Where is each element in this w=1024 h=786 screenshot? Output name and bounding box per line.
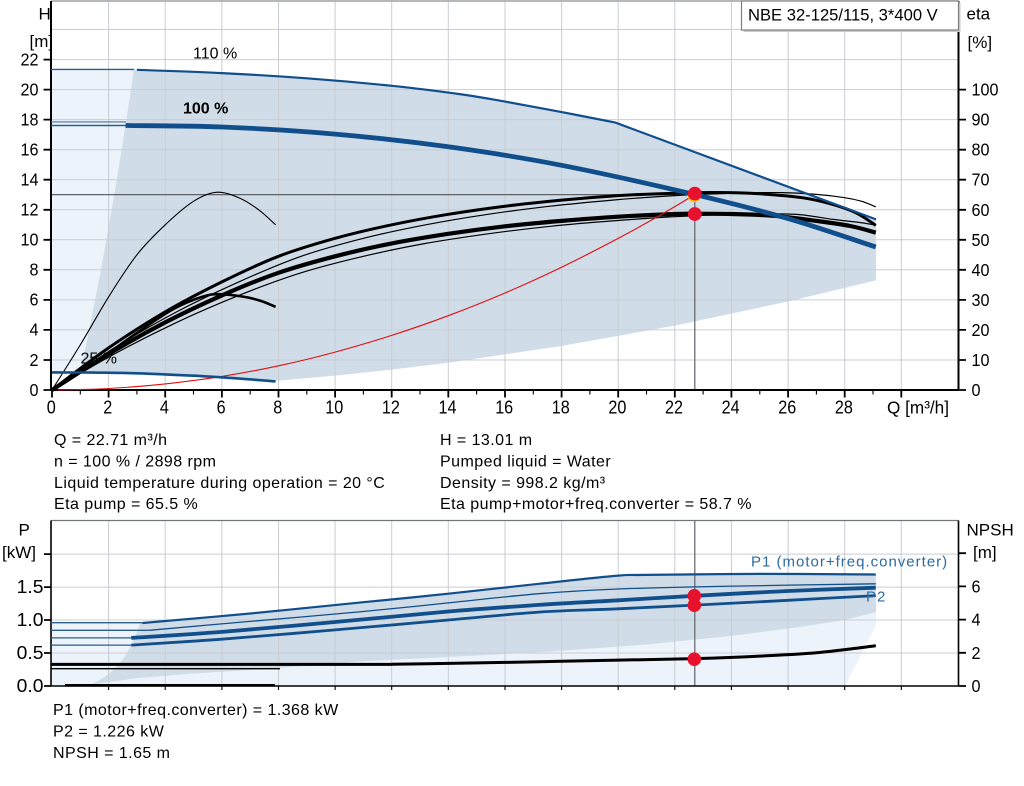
- svg-text:2: 2: [30, 350, 39, 370]
- svg-text:P2 = 1.226 kW: P2 = 1.226 kW: [53, 724, 165, 741]
- svg-text:12: 12: [21, 200, 39, 220]
- svg-text:6: 6: [972, 576, 981, 596]
- svg-text:P: P: [19, 521, 30, 540]
- svg-text:[m]: [m]: [973, 543, 997, 562]
- svg-text:P1 (motor+freq.converter) = 1.: P1 (motor+freq.converter) = 1.368 kW: [53, 702, 339, 719]
- svg-text:20: 20: [21, 79, 39, 99]
- svg-text:eta: eta: [967, 5, 991, 24]
- svg-text:40: 40: [972, 260, 990, 280]
- svg-text:0.0: 0.0: [17, 676, 44, 696]
- svg-text:P2: P2: [866, 589, 886, 606]
- svg-text:24: 24: [722, 398, 740, 418]
- svg-text:100 %: 100 %: [183, 101, 228, 118]
- svg-text:14: 14: [439, 398, 457, 418]
- svg-text:50: 50: [972, 230, 990, 250]
- svg-text:6: 6: [217, 398, 226, 418]
- svg-text:22: 22: [21, 49, 39, 69]
- svg-text:0: 0: [972, 380, 981, 400]
- svg-text:100: 100: [972, 80, 999, 100]
- svg-text:Eta pump = 65.5 %: Eta pump = 65.5 %: [54, 496, 198, 513]
- svg-text:2: 2: [972, 643, 981, 663]
- svg-text:4: 4: [160, 398, 169, 418]
- svg-text:1.0: 1.0: [17, 610, 44, 630]
- svg-text:Density = 998.2 kg/m³: Density = 998.2 kg/m³: [440, 475, 606, 492]
- svg-text:[%]: [%]: [968, 33, 993, 52]
- svg-text:4: 4: [30, 320, 39, 340]
- svg-text:10: 10: [21, 230, 39, 250]
- svg-text:NBE 32-125/115, 3*400 V: NBE 32-125/115, 3*400 V: [748, 6, 938, 25]
- svg-text:30: 30: [972, 290, 990, 310]
- svg-text:P1 (motor+freq.converter): P1 (motor+freq.converter): [751, 554, 948, 571]
- svg-text:26: 26: [778, 398, 796, 418]
- svg-text:8: 8: [273, 398, 282, 418]
- svg-text:20: 20: [972, 320, 990, 340]
- svg-text:4: 4: [972, 610, 981, 630]
- svg-text:25 %: 25 %: [81, 351, 117, 368]
- svg-text:Liquid temperature during oper: Liquid temperature during operation = 20…: [54, 475, 385, 492]
- svg-text:16: 16: [495, 398, 513, 418]
- svg-text:18: 18: [552, 398, 570, 418]
- svg-text:18: 18: [21, 109, 39, 129]
- svg-text:[kW]: [kW]: [2, 543, 36, 562]
- svg-text:0.5: 0.5: [17, 643, 44, 663]
- svg-text:H = 13.01 m: H = 13.01 m: [440, 432, 533, 449]
- svg-text:0: 0: [30, 380, 39, 400]
- svg-text:Q = 22.71 m³/h: Q = 22.71 m³/h: [54, 432, 167, 449]
- svg-text:20: 20: [608, 398, 626, 418]
- svg-text:Q [m³/h]: Q [m³/h]: [887, 398, 949, 418]
- svg-text:6: 6: [30, 290, 39, 310]
- svg-text:28: 28: [835, 398, 853, 418]
- svg-text:80: 80: [972, 140, 990, 160]
- svg-text:Eta pump+motor+freq.converter: Eta pump+motor+freq.converter = 58.7 %: [440, 496, 752, 513]
- svg-text:110 %: 110 %: [193, 46, 237, 63]
- svg-text:90: 90: [972, 110, 990, 130]
- svg-text:60: 60: [972, 200, 990, 220]
- svg-text:n = 100 % / 2898 rpm: n = 100 % / 2898 rpm: [54, 454, 216, 471]
- svg-text:Pumped liquid = Water: Pumped liquid = Water: [440, 454, 611, 471]
- svg-text:14: 14: [21, 170, 39, 190]
- svg-text:12: 12: [382, 398, 400, 418]
- svg-text:NPSH: NPSH: [967, 521, 1014, 540]
- svg-text:1.5: 1.5: [17, 577, 44, 597]
- svg-text:10: 10: [972, 350, 990, 370]
- svg-text:16: 16: [21, 140, 39, 160]
- svg-text:H: H: [39, 5, 51, 24]
- svg-text:2: 2: [103, 398, 112, 418]
- svg-text:22: 22: [665, 398, 683, 418]
- svg-text:10: 10: [325, 398, 343, 418]
- svg-text:0: 0: [972, 676, 981, 696]
- svg-text:70: 70: [972, 170, 990, 190]
- svg-text:8: 8: [30, 260, 39, 280]
- svg-text:NPSH = 1.65 m: NPSH = 1.65 m: [53, 745, 170, 762]
- svg-text:0: 0: [47, 398, 56, 418]
- svg-text:[m]: [m]: [30, 32, 54, 51]
